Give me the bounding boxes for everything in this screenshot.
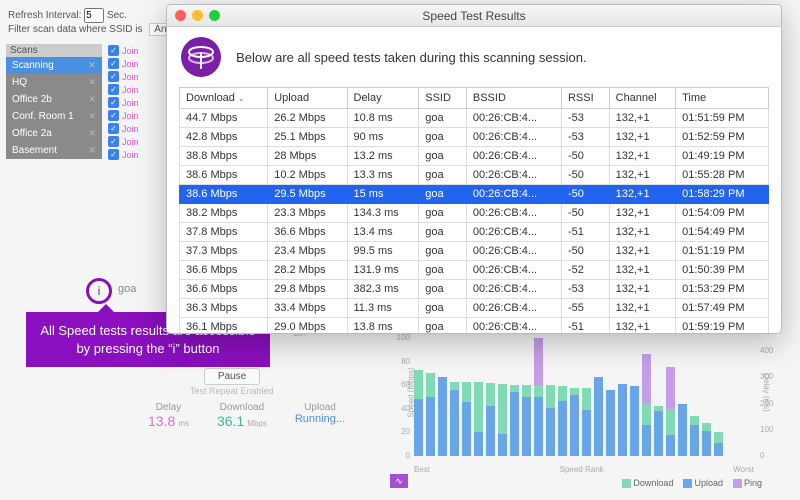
minimize-icon[interactable] <box>192 10 203 21</box>
table-row[interactable]: 36.6 Mbps29.8 Mbps382.3 msgoa00:26:CB:4.… <box>180 280 769 299</box>
chart-logo-icon: ∿ <box>390 474 408 488</box>
titlebar[interactable]: Speed Test Results <box>167 5 781 27</box>
remove-icon[interactable]: ✕ <box>88 94 96 105</box>
window-title: Speed Test Results <box>167 9 781 23</box>
chart-legend: Download Upload Ping <box>622 478 762 488</box>
remove-icon[interactable]: ✕ <box>88 111 96 122</box>
table-row[interactable]: 37.8 Mbps36.6 Mbps13.4 msgoa00:26:CB:4..… <box>180 223 769 242</box>
join-link[interactable]: Join <box>122 72 139 82</box>
checkbox[interactable]: ✓ <box>108 71 119 82</box>
col-ssid[interactable]: SSID <box>419 88 467 109</box>
close-icon[interactable] <box>175 10 186 21</box>
pause-button[interactable]: Pause <box>204 368 260 385</box>
table-row[interactable]: 38.6 Mbps10.2 Mbps13.3 msgoa00:26:CB:4..… <box>180 166 769 185</box>
refresh-value[interactable] <box>84 8 104 23</box>
table-row[interactable]: 38.6 Mbps29.5 Mbps15 msgoa00:26:CB:4...-… <box>180 185 769 204</box>
table-row[interactable]: 36.1 Mbps29.0 Mbps13.8 msgoa00:26:CB:4..… <box>180 318 769 335</box>
checkbox[interactable]: ✓ <box>108 84 119 95</box>
table-row[interactable]: 44.7 Mbps26.2 Mbps10.8 msgoa00:26:CB:4..… <box>180 109 769 128</box>
col-download[interactable]: Download⌄ <box>180 88 268 109</box>
checkbox[interactable]: ✓ <box>108 136 119 147</box>
join-link[interactable]: Join <box>122 150 139 160</box>
ssid-label: goa <box>118 283 136 295</box>
filter-label: Filter scan data where SSID is <box>8 24 143 35</box>
table-row[interactable]: 42.8 Mbps25.1 Mbps90 msgoa00:26:CB:4...-… <box>180 128 769 147</box>
join-link[interactable]: Join <box>122 124 139 134</box>
checkbox[interactable]: ✓ <box>108 123 119 134</box>
join-link[interactable]: Join <box>122 85 139 95</box>
col-rssi[interactable]: RSSI <box>561 88 609 109</box>
scans-sidebar: Scans Scanning✕HQ✕Office 2b✕Conf. Room 1… <box>6 44 102 159</box>
checkbox[interactable]: ✓ <box>108 97 119 108</box>
col-channel[interactable]: Channel <box>609 88 675 109</box>
remove-icon[interactable]: ✕ <box>88 77 96 88</box>
sidebar-header: Scans <box>6 44 102 57</box>
test-repeat-label: Test Repeat Enabled <box>190 386 274 396</box>
table-row[interactable]: 38.8 Mbps28 Mbps13.2 msgoa00:26:CB:4...-… <box>180 147 769 166</box>
join-link[interactable]: Join <box>122 137 139 147</box>
join-link[interactable]: Join <box>122 98 139 108</box>
col-time[interactable]: Time <box>676 88 769 109</box>
remove-icon[interactable]: ✕ <box>88 60 96 71</box>
checkbox[interactable]: ✓ <box>108 45 119 56</box>
remove-icon[interactable]: ✕ <box>88 145 96 156</box>
refresh-label: Refresh Interval: <box>8 10 81 21</box>
join-link[interactable]: Join <box>122 111 139 121</box>
sidebar-item-office-2a[interactable]: Office 2a✕ <box>6 125 102 142</box>
sidebar-item-basement[interactable]: Basement✕ <box>6 142 102 159</box>
join-column: ✓Join✓Join✓Join✓Join✓Join✓Join✓Join✓Join… <box>108 44 163 161</box>
speed-test-results-window: Speed Test Results Below are all speed t… <box>166 4 782 334</box>
table-row[interactable]: 36.6 Mbps28.2 Mbps131.9 msgoa00:26:CB:4.… <box>180 261 769 280</box>
info-icon[interactable]: i <box>86 278 112 304</box>
col-bssid[interactable]: BSSID <box>466 88 561 109</box>
results-table[interactable]: Download⌄UploadDelaySSIDBSSIDRSSIChannel… <box>179 87 769 334</box>
sidebar-item-hq[interactable]: HQ✕ <box>6 74 102 91</box>
sidebar-item-scanning[interactable]: Scanning✕ <box>6 57 102 74</box>
col-upload[interactable]: Upload <box>268 88 347 109</box>
checkbox[interactable]: ✓ <box>108 110 119 121</box>
live-stats: Delay13.8 ms Download36.1 Mbps UploadRun… <box>148 402 345 429</box>
table-row[interactable]: 36.3 Mbps33.4 Mbps11.3 msgoa00:26:CB:4..… <box>180 299 769 318</box>
sidebar-item-conf-room-1[interactable]: Conf. Room 1✕ <box>6 108 102 125</box>
sidebar-item-office-2b[interactable]: Office 2b✕ <box>6 91 102 108</box>
table-row[interactable]: 38.2 Mbps23.3 Mbps134.3 msgoa00:26:CB:4.… <box>180 204 769 223</box>
sec-label: Sec. <box>107 10 127 21</box>
speed-chart: Speed (Mbps) Delay (ms) 020406080100 010… <box>390 338 780 488</box>
app-logo-icon <box>179 35 223 79</box>
table-row[interactable]: 37.3 Mbps23.4 Mbps99.5 msgoa00:26:CB:4..… <box>180 242 769 261</box>
checkbox[interactable]: ✓ <box>108 58 119 69</box>
modal-subtitle: Below are all speed tests taken during t… <box>236 50 586 65</box>
join-link[interactable]: Join <box>122 46 139 56</box>
checkbox[interactable]: ✓ <box>108 149 119 160</box>
zoom-icon[interactable] <box>209 10 220 21</box>
col-delay[interactable]: Delay <box>347 88 419 109</box>
remove-icon[interactable]: ✕ <box>88 128 96 139</box>
join-link[interactable]: Join <box>122 59 139 69</box>
